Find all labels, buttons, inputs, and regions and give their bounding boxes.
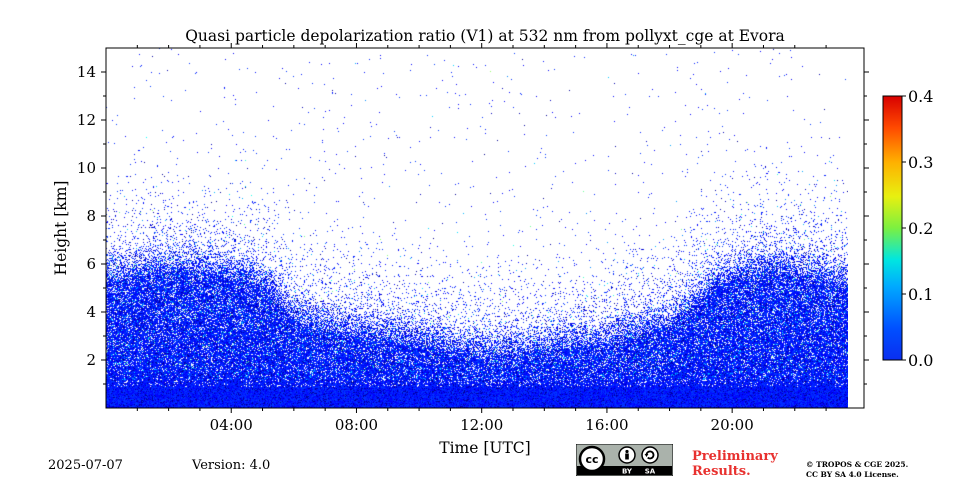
preliminary-notice: Preliminary Results.	[692, 449, 778, 479]
x-axis-label: Time [UTC]	[439, 439, 530, 457]
cc-text: cc	[585, 453, 598, 466]
footer-version: Version: 4.0	[192, 458, 271, 473]
colorbar-tick-label: 0.1	[908, 285, 933, 304]
preliminary-line-2: Results.	[692, 464, 751, 479]
license-line-1: © TROPOS & CGE 2025.	[806, 460, 909, 469]
x-tick-label: 16:00	[585, 416, 628, 434]
y-axis-label: Height [km]	[52, 181, 70, 276]
x-tick-label: 12:00	[460, 416, 503, 434]
colorbar-ticks: 0.0 0.1 0.2 0.3 0.4	[902, 87, 933, 370]
y-axis: 2 4 6 8 10 12 14	[77, 63, 869, 385]
x-tick-label: 20:00	[711, 416, 754, 434]
cc-icon	[578, 445, 606, 473]
heatmap-image	[106, 48, 848, 408]
y-tick-label: 4	[86, 303, 96, 321]
x-tick-label: 08:00	[335, 416, 378, 434]
footer-date: 2025-07-07	[48, 458, 123, 473]
colorbar-tick-label: 0.0	[908, 351, 933, 370]
license-line-2: CC BY SA 4.0 License.	[806, 470, 899, 479]
colorbar-tick-label: 0.3	[908, 153, 933, 172]
y-tick-label: 8	[86, 207, 96, 225]
x-tick-label: 04:00	[210, 416, 253, 434]
y-tick-label: 14	[77, 63, 96, 81]
y-tick-label: 10	[77, 159, 96, 177]
chart-title: Quasi particle depolarization ratio (V1)…	[185, 27, 785, 45]
colorbar-tick-label: 0.4	[908, 87, 933, 106]
plot-frame	[105, 47, 865, 409]
by-label: BY	[622, 468, 633, 476]
y-tick-label: 2	[86, 351, 96, 369]
y-tick-label: 6	[86, 255, 96, 273]
sa-label: SA	[645, 468, 656, 476]
share-alike-icon	[641, 446, 659, 464]
license-notice: © TROPOS & CGE 2025. CC BY SA 4.0 Licens…	[806, 460, 908, 480]
cc-license-badge: cc BY SA	[576, 444, 673, 476]
preliminary-line-1: Preliminary	[692, 449, 778, 464]
x-axis: 04:00 08:00 12:00 16:00 20:00	[136, 43, 827, 434]
y-tick-label: 12	[77, 111, 96, 129]
colorbar-tick-label: 0.2	[908, 219, 933, 238]
colorbar	[882, 95, 903, 361]
